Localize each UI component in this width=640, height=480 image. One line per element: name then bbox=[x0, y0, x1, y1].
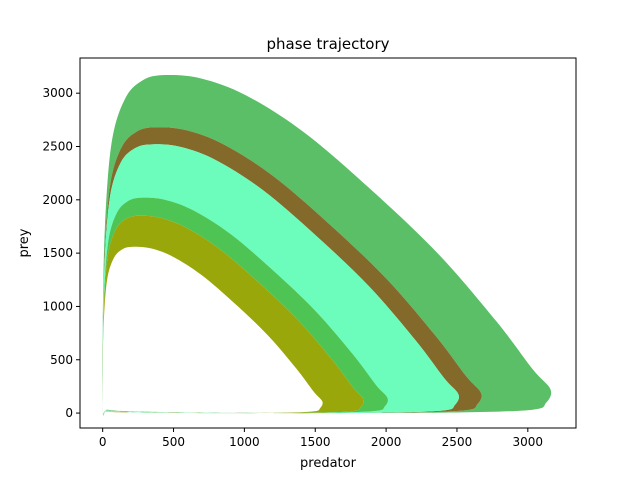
trajectory-band-3 bbox=[102, 144, 459, 416]
x-tick-label: 500 bbox=[162, 435, 185, 449]
x-tick-label: 2500 bbox=[442, 435, 473, 449]
y-tick-label: 1000 bbox=[42, 299, 73, 313]
trajectory-band-5 bbox=[102, 215, 364, 415]
x-tick-label: 2000 bbox=[371, 435, 402, 449]
y-axis-label: prey bbox=[17, 228, 32, 257]
trajectory-bands bbox=[102, 74, 552, 416]
chart-title: phase trajectory bbox=[266, 35, 389, 53]
x-axis-label: predator bbox=[300, 456, 357, 471]
trajectory-band-1 bbox=[102, 74, 552, 416]
y-tick-label: 0 bbox=[65, 406, 73, 420]
x-axis-ticks: 0 500 1000 1500 2000 2500 3000 bbox=[99, 428, 543, 449]
y-tick-label: 2000 bbox=[42, 193, 73, 207]
y-axis-ticks: 0 500 1000 1500 2000 2500 3000 bbox=[42, 86, 80, 420]
x-tick-label: 0 bbox=[99, 435, 107, 449]
y-tick-label: 2500 bbox=[42, 140, 73, 154]
trajectory-band-4 bbox=[102, 197, 388, 415]
x-tick-label: 1000 bbox=[229, 435, 260, 449]
plot-frame bbox=[79, 57, 577, 429]
y-tick-label: 500 bbox=[50, 353, 73, 367]
y-tick-label: 3000 bbox=[42, 86, 73, 100]
x-tick-label: 1500 bbox=[300, 435, 331, 449]
x-tick-label: 3000 bbox=[513, 435, 544, 449]
y-tick-label: 1500 bbox=[42, 246, 73, 260]
